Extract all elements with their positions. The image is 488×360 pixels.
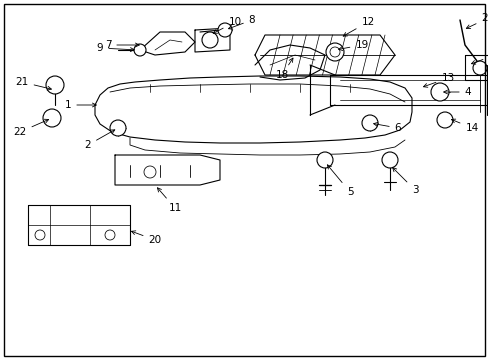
Circle shape [46, 76, 64, 94]
Circle shape [436, 112, 452, 128]
Text: 4: 4 [443, 87, 470, 97]
Circle shape [35, 230, 45, 240]
Polygon shape [254, 45, 325, 80]
Polygon shape [28, 205, 130, 245]
Circle shape [325, 43, 343, 61]
Circle shape [381, 152, 397, 168]
Text: 17: 17 [0, 359, 1, 360]
Text: 16: 16 [0, 359, 1, 360]
Text: 14: 14 [450, 119, 478, 133]
Circle shape [105, 230, 115, 240]
Text: 6: 6 [373, 122, 401, 133]
Polygon shape [254, 35, 394, 75]
Circle shape [43, 109, 61, 127]
Polygon shape [115, 155, 220, 185]
Polygon shape [329, 75, 488, 105]
Polygon shape [195, 28, 229, 52]
Text: 11: 11 [157, 188, 181, 213]
Circle shape [202, 32, 218, 48]
Text: 15: 15 [470, 50, 488, 64]
Polygon shape [140, 32, 195, 55]
Circle shape [430, 83, 448, 101]
Polygon shape [464, 55, 488, 80]
Circle shape [472, 61, 486, 75]
Text: 10: 10 [213, 17, 241, 33]
Text: 8: 8 [228, 15, 255, 29]
Circle shape [361, 115, 377, 131]
Text: 13: 13 [423, 73, 454, 87]
Text: 22: 22 [13, 119, 48, 137]
Text: 12: 12 [343, 17, 374, 36]
Text: 19: 19 [338, 40, 368, 50]
Text: 9: 9 [97, 43, 134, 53]
Text: 7: 7 [104, 40, 139, 50]
Circle shape [316, 152, 332, 168]
Circle shape [329, 47, 339, 57]
Circle shape [218, 23, 231, 37]
Text: 3: 3 [392, 168, 417, 195]
Text: 2: 2 [84, 130, 115, 150]
Text: 5: 5 [326, 165, 353, 197]
Polygon shape [95, 76, 411, 143]
Text: 21: 21 [15, 77, 51, 90]
Text: 20: 20 [131, 231, 161, 245]
Circle shape [110, 120, 126, 136]
Text: 23: 23 [466, 13, 488, 28]
Text: 18: 18 [275, 58, 292, 80]
Circle shape [143, 166, 156, 178]
Text: 1: 1 [64, 100, 96, 110]
Circle shape [134, 44, 146, 56]
